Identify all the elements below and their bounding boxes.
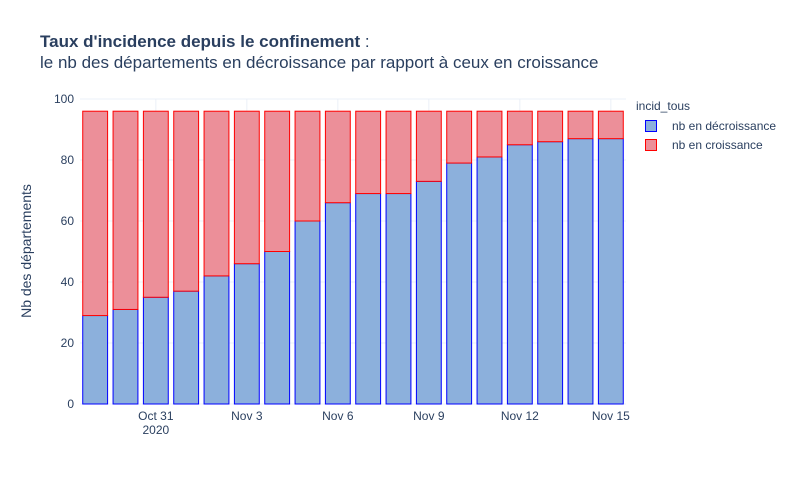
bar-croissance[interactable] xyxy=(294,110,321,222)
x-tick-label: Nov 3 xyxy=(231,409,263,423)
bar-decroissance[interactable] xyxy=(537,141,564,405)
bar-decroissance[interactable] xyxy=(355,193,382,405)
legend-item-decroissance[interactable]: nb en décroissance xyxy=(645,119,776,133)
bar-croissance[interactable] xyxy=(264,110,291,252)
y-tick-label: 80 xyxy=(61,153,75,167)
bar-decroissance[interactable] xyxy=(597,138,624,405)
bar-croissance[interactable] xyxy=(233,110,260,265)
legend-label-decroissance: nb en décroissance xyxy=(672,119,777,133)
chart-title-bold: Taux d'incidence depuis le confinement xyxy=(40,32,361,51)
chart-title-suffix: : xyxy=(360,32,370,51)
bar-croissance[interactable] xyxy=(567,110,594,140)
bar-decroissance[interactable] xyxy=(476,156,503,405)
bar-decroissance[interactable] xyxy=(264,251,291,405)
bar-decroissance[interactable] xyxy=(294,220,321,405)
x-tick-year-label: 2020 xyxy=(142,423,169,437)
bar-croissance[interactable] xyxy=(355,110,382,195)
bar-croissance[interactable] xyxy=(203,110,230,277)
bar-decroissance[interactable] xyxy=(324,202,351,405)
bar-croissance[interactable] xyxy=(82,110,109,317)
bar-decroissance[interactable] xyxy=(233,263,260,405)
bars xyxy=(82,110,624,405)
x-tick-label: Nov 12 xyxy=(501,409,539,423)
bar-croissance[interactable] xyxy=(324,110,351,204)
x-tick-label: Nov 6 xyxy=(322,409,354,423)
x-tick-label: Nov 9 xyxy=(413,409,445,423)
bar-croissance[interactable] xyxy=(476,110,503,158)
y-tick-label: 100 xyxy=(54,92,74,106)
legend-item-croissance[interactable]: nb en croissance xyxy=(645,138,763,152)
bar-decroissance[interactable] xyxy=(203,275,230,405)
y-tick-label: 20 xyxy=(61,336,75,350)
bar-decroissance[interactable] xyxy=(142,296,169,405)
bar-decroissance[interactable] xyxy=(415,180,442,405)
bar-decroissance[interactable] xyxy=(112,308,139,405)
bar-croissance[interactable] xyxy=(112,110,139,310)
x-tick-label: Oct 31 xyxy=(138,409,174,423)
bar-croissance[interactable] xyxy=(446,110,473,164)
bar-croissance[interactable] xyxy=(142,110,169,298)
legend-swatch-decroissance xyxy=(645,120,657,132)
bar-decroissance[interactable] xyxy=(567,138,594,405)
chart-subtitle: le nb des départements en décroissance p… xyxy=(40,53,599,72)
bar-croissance[interactable] xyxy=(597,110,624,140)
bar-decroissance[interactable] xyxy=(173,290,200,405)
bar-croissance[interactable] xyxy=(537,110,564,143)
bar-decroissance[interactable] xyxy=(506,144,533,405)
legend-title: incid_tous xyxy=(636,99,691,113)
y-tick-label: 40 xyxy=(61,275,75,289)
y-tick-label: 0 xyxy=(67,397,74,411)
bar-decroissance[interactable] xyxy=(446,162,473,405)
y-tick-label: 60 xyxy=(61,214,75,228)
bar-croissance[interactable] xyxy=(173,110,200,292)
chart-title: Taux d'incidence depuis le confinement : xyxy=(40,32,370,52)
bar-croissance[interactable] xyxy=(415,110,442,182)
bar-decroissance[interactable] xyxy=(82,315,109,405)
x-tick-label: Nov 15 xyxy=(592,409,630,423)
bar-croissance[interactable] xyxy=(506,110,533,146)
bar-decroissance[interactable] xyxy=(385,193,412,405)
y-axis-label: Nb des départements xyxy=(18,184,34,318)
bar-croissance[interactable] xyxy=(385,110,412,195)
legend-swatch-croissance xyxy=(645,139,657,151)
legend-label-croissance: nb en croissance xyxy=(672,138,763,152)
